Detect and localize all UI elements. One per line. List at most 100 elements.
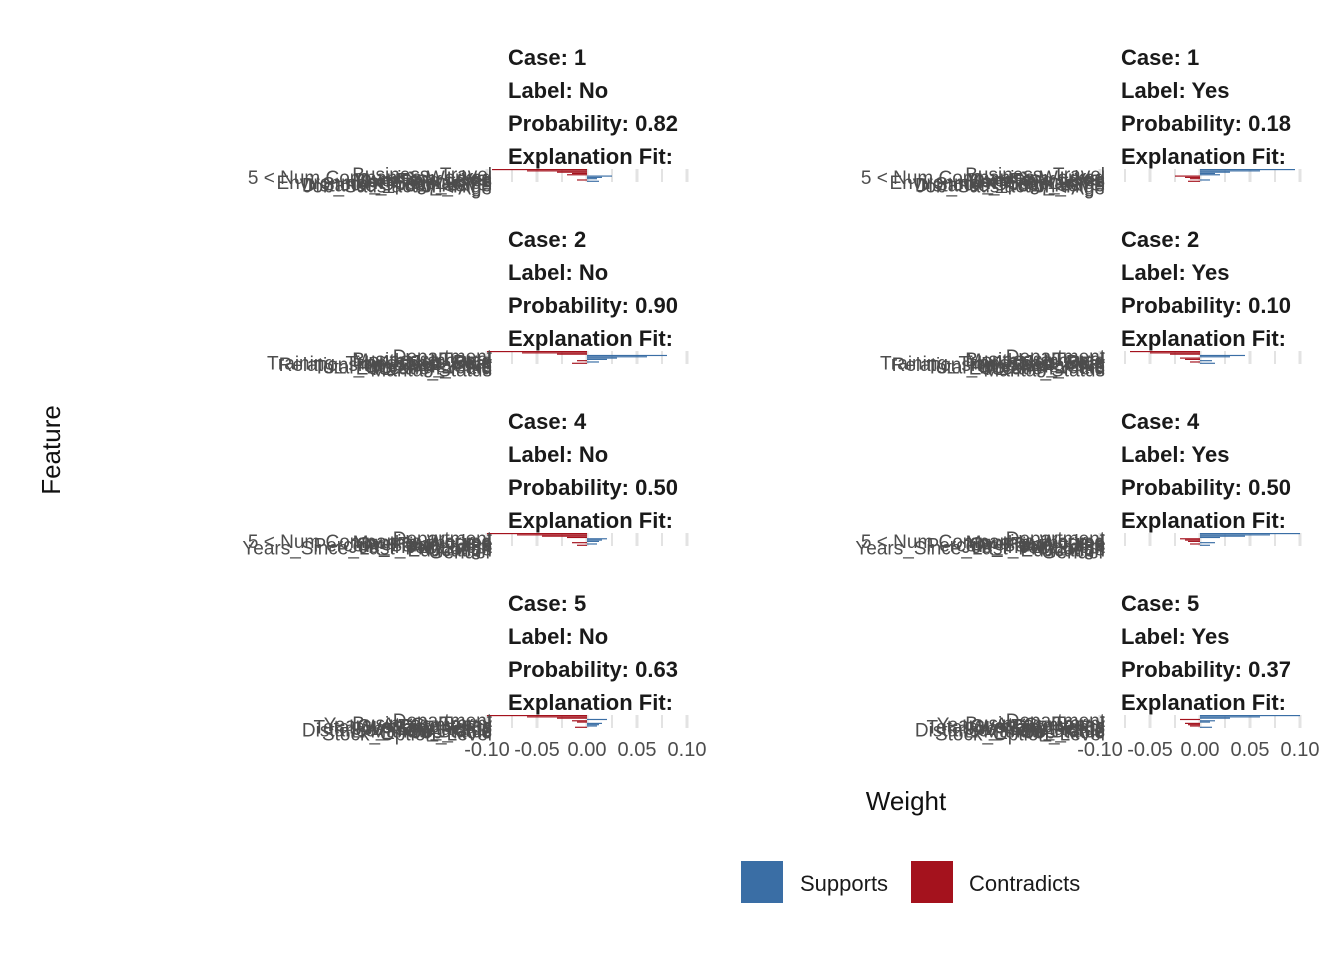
feature-bar — [1180, 357, 1200, 359]
feature-label: Job_Involvement — [348, 537, 492, 558]
feature-bar — [1200, 716, 1260, 718]
feature-bar — [1185, 358, 1200, 360]
strip-label: Label: Yes — [1121, 260, 1229, 285]
facet-panel: Case: 4 Label: No Probability: 0.50 Explana… — [242, 409, 689, 563]
feature-label: Training_Times_Last_Year — [267, 354, 493, 375]
facet-panel: Case: 5 Label: Yes Probability: 0.37 Explan… — [915, 591, 1302, 745]
strip-label: Probability: 0.50 — [1121, 475, 1291, 500]
feature-bar — [1188, 724, 1200, 726]
facet-panel: Case: 2 Label: Yes Probability: 0.10 Explan… — [880, 227, 1302, 381]
feature-bar — [587, 718, 607, 721]
feature-label: Years_At_Company — [324, 715, 493, 736]
strip-label: Explanation Fit: — [508, 144, 673, 169]
feature-bar — [587, 357, 617, 359]
facet-panel: Case: 4 Label: Yes Probability: 0.50 Explan… — [855, 409, 1302, 563]
feature-label: Marital_Status — [371, 722, 492, 743]
feature-label: Business_Travel — [965, 350, 1105, 371]
feature-label: Training_Times_Last_Year — [880, 354, 1106, 375]
feature-bar — [1200, 535, 1245, 537]
feature-bar — [1200, 179, 1210, 181]
feature-bar — [587, 354, 667, 357]
feature-label: Environment_Satisfaction — [277, 173, 492, 194]
feature-label: OverTime = Yes — [970, 171, 1105, 192]
feature-bar — [1200, 354, 1245, 357]
feature-bar — [1150, 352, 1200, 354]
feature-label: Job_Satisfaction — [353, 719, 492, 740]
feature-bar — [527, 716, 587, 718]
strip-label: Case: 5 — [508, 591, 586, 616]
feature-label: Department — [393, 529, 493, 550]
feature-label: Gender — [1042, 542, 1106, 563]
feature-bar — [522, 352, 587, 354]
feature-bar — [1190, 361, 1200, 363]
feature-label: Monthly_Income — [966, 533, 1105, 554]
strip-label: Label: No — [508, 442, 608, 467]
feature-bar — [1200, 726, 1212, 728]
x-tick-label: -0.10 — [464, 739, 510, 761]
x-tick-label: -0.10 — [1077, 739, 1123, 761]
legend-label-supports: Supports — [800, 871, 888, 896]
feature-label: Percent_Salary_Hike — [314, 536, 492, 557]
feature-bar — [1200, 360, 1212, 362]
feature-bar — [492, 169, 587, 171]
feature-bar — [1200, 544, 1210, 546]
feature-label: Job_Satisfaction_High — [303, 177, 492, 198]
feature-label: Percent_Salary_Hike — [927, 536, 1105, 557]
feature-bar — [577, 360, 587, 362]
feature-bar — [1200, 542, 1215, 544]
strip-label: Probability: 0.37 — [1121, 657, 1291, 682]
strip-label: Explanation Fit: — [1121, 144, 1286, 169]
feature-bar — [1200, 356, 1230, 358]
feature-label: Monthly_Income — [966, 351, 1105, 372]
feature-label: Education_Field — [969, 359, 1105, 380]
x-tick-label: 0.10 — [668, 739, 707, 761]
feature-bar — [1130, 351, 1200, 353]
strip-label: Label: Yes — [1121, 442, 1229, 467]
strip-label: Case: 4 — [1121, 409, 1200, 434]
feature-label: OverTime = Yes — [357, 171, 492, 192]
feature-label: Department — [1006, 711, 1106, 732]
legend: Supports Contradicts — [741, 861, 1080, 903]
feature-label: Business_Travel — [352, 165, 492, 186]
feature-bar — [1188, 180, 1200, 182]
feature-label: Job_Involvement — [961, 537, 1105, 558]
feature-label: Business_Travel — [965, 714, 1105, 735]
feature-bar — [587, 543, 597, 545]
feature-label: 5 < Num Companies Worked — [248, 168, 492, 189]
facet-panel: Case: 1 Label: No Probability: 0.82 Explana… — [248, 45, 689, 199]
feature-bar — [577, 179, 587, 181]
feature-label: Gender — [429, 542, 493, 563]
feature-bar — [1175, 175, 1200, 177]
feature-bar — [572, 362, 587, 364]
feature-label: Age — [458, 540, 492, 561]
facet-panels: Case: 1 Label: No Probability: 0.82 Explana… — [242, 45, 1302, 745]
feature-bar — [587, 725, 597, 727]
feature-label: 5 < Num Companies Worked — [861, 532, 1105, 553]
feature-bar — [1185, 722, 1200, 724]
feature-label: Education — [1020, 541, 1105, 562]
feature-bar — [1200, 170, 1260, 172]
x-tick-label: 0.05 — [1231, 739, 1270, 761]
y-axis-title: Feature — [36, 405, 66, 495]
strip-label: Case: 4 — [508, 409, 587, 434]
feature-bar — [1188, 540, 1200, 542]
feature-bar — [1170, 353, 1200, 355]
x-tick-label: 0.10 — [1281, 739, 1320, 761]
strip-label: Label: Yes — [1121, 624, 1229, 649]
feature-bar — [572, 172, 587, 175]
feature-bar — [517, 534, 587, 536]
feature-label: Education — [407, 541, 492, 562]
strip-label: Explanation Fit: — [1121, 690, 1286, 715]
feature-bar — [487, 351, 587, 353]
feature-bar — [567, 174, 587, 176]
feature-bar — [1190, 543, 1200, 545]
feature-bar — [587, 539, 602, 541]
feature-bar — [1200, 717, 1230, 719]
strip-label: Label: No — [508, 78, 608, 103]
feature-label: Department — [1006, 347, 1106, 368]
strip-label: Case: 2 — [1121, 227, 1199, 252]
feature-bar — [567, 536, 587, 539]
feature-label: Department — [393, 347, 493, 368]
feature-label: 5 < Num Companies Worked — [248, 532, 492, 553]
